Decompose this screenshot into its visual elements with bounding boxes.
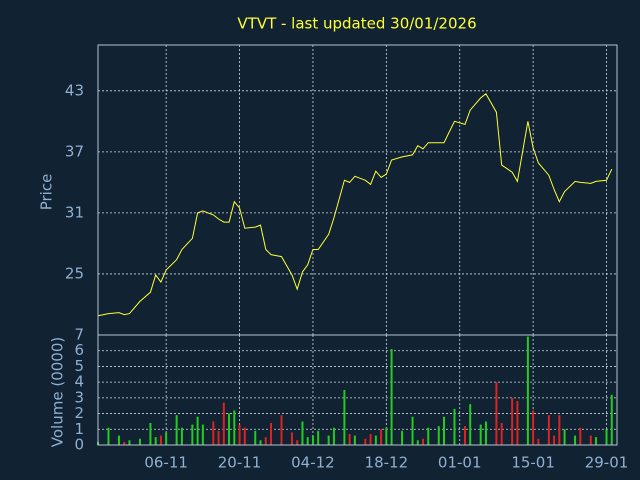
volume-bar [264,437,267,445]
y-tick-label: 4 [74,373,84,391]
y-tick-label: 3 [74,388,84,406]
x-tick-label: 06-11 [144,454,188,472]
volume-bar [416,440,419,445]
x-tick-label: 20-11 [218,454,262,472]
x-tick-label: 04-12 [291,454,335,472]
volume-bar [238,424,241,445]
volume-bar [154,437,157,445]
volume-bar [311,435,314,445]
volume-bar [165,432,168,445]
x-tick-label: 01-01 [438,454,482,472]
volume-bar [317,430,320,445]
volume-bar [175,415,178,445]
volume-bar [610,394,613,445]
price-line [97,93,613,317]
volume-bar [149,423,152,445]
volume-bar [196,416,199,445]
volume-bar [217,430,220,445]
volume-bar [516,401,519,445]
volume-bar [558,415,561,445]
volume-bar [443,416,445,445]
volume-bar [563,429,566,445]
y-tick-label: 25 [65,264,84,282]
volume-bar [270,423,272,445]
volume-bar [228,413,231,445]
volume-bar [579,427,582,445]
volume-bar [437,426,440,445]
x-tick-label: 18-12 [365,454,409,472]
volume-bar [422,438,425,445]
volume-bar [348,434,351,445]
volume-bar [374,435,377,445]
volume-bar [290,432,293,445]
volume-bar [353,435,356,445]
volume-bar [201,424,204,445]
y-axis-label: Price [38,174,56,211]
volume-bar [327,435,330,445]
volume-frame [97,334,618,446]
volume-bar [605,429,608,445]
volume-bar [280,415,283,445]
volume-bar [526,336,529,445]
volume-bar [332,427,335,445]
volume-bar [532,410,535,445]
volume-bar [427,427,430,445]
y-tick-label: 37 [65,142,84,160]
volume-bar [469,404,472,445]
volume-bar [495,382,498,445]
volume-bar [547,415,550,445]
volume-bar [117,435,120,445]
volume-bar [343,390,346,445]
y-axis-label: Volume (0000) [49,337,67,447]
y-tick-label: 2 [74,404,84,422]
volume-bar [222,402,225,445]
volume-bar [138,438,141,445]
volume-bar [233,410,236,445]
volume-bar [411,416,414,445]
volume-bar [191,424,194,445]
volume-bar [159,435,162,445]
x-tick-label: 15-01 [511,454,555,472]
volume-bar [180,427,183,445]
volume-bar [589,435,592,445]
volume-bar [553,435,556,445]
volume-bar [453,408,456,445]
volume-bar [463,426,466,445]
y-tick-label: 6 [74,341,84,359]
volume-bar [484,421,487,445]
volume-bar [401,430,404,445]
volume-bar [385,427,388,445]
volume-bar [369,434,372,445]
volume-bar [537,438,540,445]
volume-bar [500,423,503,445]
volume-bar [301,421,304,445]
volume-bar [306,437,309,445]
chart-title: VTVT - last updated 30/01/2026 [237,15,476,33]
volume-bar [243,427,246,445]
volume-bar [123,441,126,445]
volume-bar [128,440,131,445]
y-tick-label: 7 [74,326,84,344]
volume-bar [595,437,598,445]
volume-bar [212,421,215,445]
volume-bar [511,397,514,445]
volume-bar [364,438,367,445]
volume-bar [479,424,482,445]
volume-bar [259,440,262,445]
y-tick-label: 31 [65,203,84,221]
volume-bar [390,349,393,445]
y-tick-label: 0 [74,436,84,454]
x-tick-label: 29-01 [585,454,629,472]
y-tick-label: 1 [74,420,84,438]
y-tick-label: 43 [65,81,84,99]
volume-bar [380,429,383,445]
volume-bar [107,427,110,445]
volume-bar [296,440,299,445]
volume-bar [574,435,577,445]
y-tick-label: 5 [74,357,84,375]
volume-bar [254,430,257,445]
